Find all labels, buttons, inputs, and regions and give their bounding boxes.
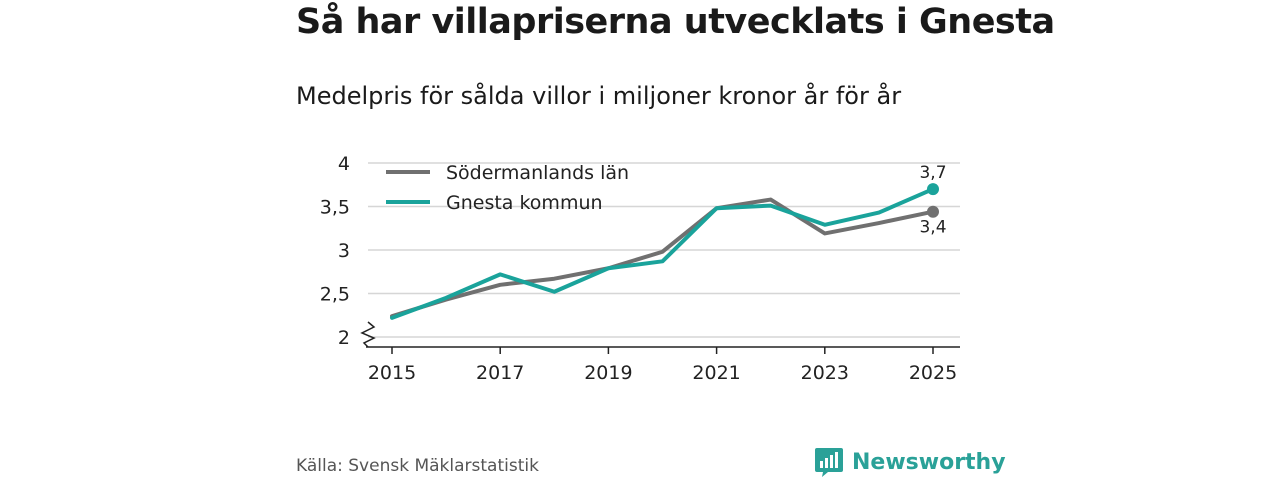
y-tick-label: 2 <box>338 327 350 349</box>
newsworthy-logo-icon <box>815 448 843 477</box>
y-tick-label: 4 <box>338 153 350 175</box>
chart-title: Så har villapriserna utvecklats i Gnesta <box>296 2 1055 42</box>
x-tick-label: 2019 <box>584 362 632 384</box>
axes <box>360 321 960 354</box>
y-tick-label: 3,5 <box>320 197 350 219</box>
y-tick-label: 3 <box>338 240 350 262</box>
series-line-1 <box>390 187 935 320</box>
axis-break-icon <box>360 321 376 348</box>
brand-name: Newsworthy <box>852 449 1006 475</box>
x-tick-label: 2025 <box>909 362 957 384</box>
source-note: Källa: Svensk Mäklarstatistik <box>296 456 539 476</box>
chart-subtitle: Medelpris för sålda villor i miljoner kr… <box>296 82 902 110</box>
series-end-marker-0 <box>927 205 939 218</box>
legend-label: Gnesta kommun <box>446 192 603 214</box>
y-tick-label: 2,5 <box>320 284 350 306</box>
end-value-label: 3,7 <box>919 163 946 183</box>
series-end-marker-1 <box>927 183 939 196</box>
series-lines <box>390 183 939 320</box>
labels: 2 2,5 3 3,5 4 2015 2017 2019 2021 2023 2025 3,4 3,7 <box>320 153 957 384</box>
x-tick-label: 2015 <box>368 362 416 384</box>
legend-label: Södermanlands län <box>446 162 629 184</box>
legend: Södermanlands län Gnesta kommun <box>386 162 629 214</box>
end-value-label: 3,4 <box>919 218 946 238</box>
x-tick-label: 2021 <box>692 362 740 384</box>
x-tick-label: 2023 <box>801 362 849 384</box>
series-line-0 <box>390 197 935 319</box>
x-tick-label: 2017 <box>476 362 524 384</box>
brand-logo[interactable]: Newsworthy <box>814 446 1006 478</box>
